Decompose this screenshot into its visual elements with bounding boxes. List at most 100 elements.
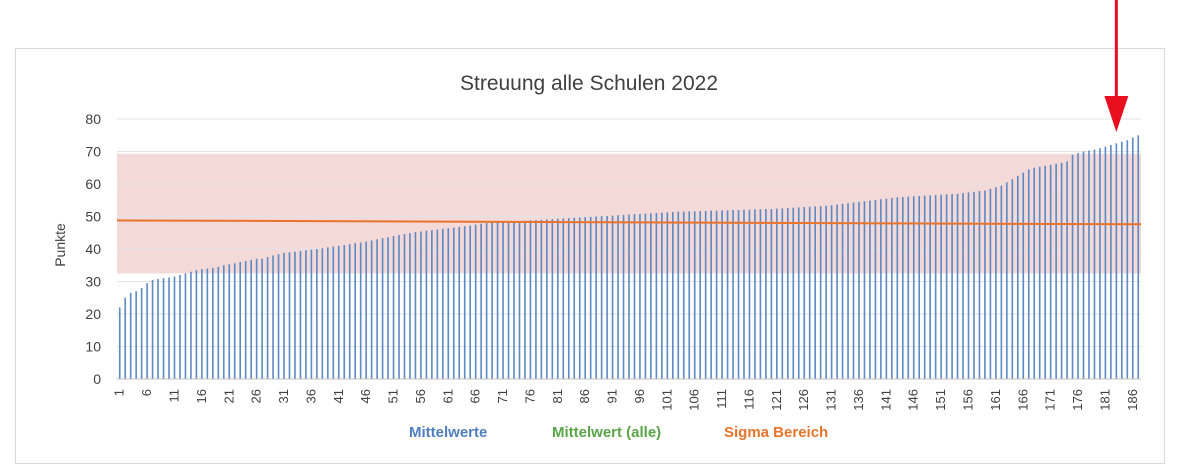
- bar: [776, 208, 778, 379]
- annotation-arrow-head: [1104, 96, 1129, 132]
- bar: [918, 196, 921, 379]
- x-tick-label: 46: [358, 389, 373, 403]
- bar: [359, 242, 362, 379]
- bar: [1088, 150, 1090, 379]
- x-tick-label: 91: [605, 389, 620, 403]
- bar: [1115, 143, 1118, 380]
- bar: [491, 222, 493, 379]
- bar: [1066, 161, 1068, 379]
- bar: [907, 196, 910, 379]
- legend-entry-mittelwerte: Mittelwerte: [409, 424, 488, 441]
- bar: [792, 207, 795, 379]
- bar: [387, 237, 389, 379]
- bar: [923, 195, 926, 379]
- x-tick-label: 146: [906, 389, 921, 411]
- x-tick-label: 51: [386, 389, 401, 403]
- bar: [628, 214, 630, 379]
- x-tick-label: 66: [468, 389, 483, 403]
- bar: [578, 217, 581, 379]
- y-tick-label: 0: [93, 371, 101, 387]
- y-tick-label: 20: [85, 306, 101, 322]
- bar: [786, 208, 789, 379]
- bar: [507, 221, 510, 379]
- bar: [502, 222, 504, 379]
- bar: [129, 292, 132, 380]
- bar: [546, 219, 548, 379]
- bar: [1126, 140, 1129, 380]
- bar: [962, 193, 964, 379]
- chart-title: Streuung alle Schulen 2022: [460, 72, 718, 95]
- bar: [595, 216, 597, 379]
- x-tick-label: 1: [112, 389, 127, 396]
- x-tick-label: 21: [221, 389, 236, 403]
- x-tick-label: 61: [440, 389, 455, 403]
- bar: [989, 188, 992, 380]
- bar: [452, 227, 455, 379]
- bar: [1082, 151, 1085, 379]
- bar: [431, 230, 433, 379]
- x-tick-label: 176: [1070, 389, 1085, 411]
- bar: [1027, 169, 1030, 380]
- bar: [814, 206, 816, 379]
- y-tick-label: 40: [85, 241, 101, 257]
- bar: [151, 279, 154, 380]
- bar: [518, 221, 521, 379]
- x-tick-label: 101: [659, 389, 674, 411]
- bar: [770, 209, 773, 379]
- x-tick-label: 106: [687, 389, 702, 411]
- bar: [1011, 179, 1014, 380]
- bar: [830, 205, 833, 380]
- bar: [348, 244, 351, 380]
- x-tick-label: 126: [796, 389, 811, 411]
- bar: [633, 214, 636, 379]
- bar: [442, 228, 444, 379]
- bar: [940, 194, 942, 379]
- bar: [885, 198, 888, 380]
- annotation-arrow-layer: [1104, 0, 1129, 132]
- bar: [228, 264, 231, 379]
- bar: [277, 254, 280, 379]
- bar: [551, 219, 554, 379]
- bar: [288, 252, 291, 379]
- bar: [190, 271, 192, 379]
- bar: [1055, 163, 1057, 379]
- bar: [759, 209, 762, 379]
- y-tick-label: 70: [85, 144, 101, 160]
- bar-layer: [118, 135, 1140, 380]
- mean-line: [116, 219, 1142, 226]
- bar: [699, 210, 702, 379]
- bar: [327, 247, 329, 380]
- bar: [825, 205, 827, 379]
- bar: [365, 241, 367, 379]
- bar: [255, 258, 258, 379]
- bar: [710, 210, 712, 379]
- bar: [458, 226, 461, 379]
- x-tick-label: 186: [1125, 389, 1140, 411]
- x-tick-label: 151: [933, 389, 948, 411]
- x-tick-label: 141: [878, 389, 893, 411]
- bar: [1077, 153, 1079, 380]
- x-tick-label: 56: [413, 389, 428, 403]
- bar: [332, 246, 335, 379]
- y-tick-labels: 0 10 20 30 40 50 60 70 80: [85, 111, 101, 387]
- bar: [118, 307, 121, 379]
- bar: [376, 239, 378, 379]
- bar: [222, 265, 225, 379]
- bar: [157, 278, 159, 379]
- bar: [726, 210, 729, 379]
- x-tick-labels: 1 6 11 16 21 26 31 36 41 46 51 56 61 66 71 76 81 86 91 96 10…: [112, 389, 1140, 411]
- bar: [973, 191, 975, 379]
- bar: [661, 212, 663, 379]
- bar: [863, 201, 866, 379]
- bar: [381, 238, 384, 379]
- bar: [556, 218, 559, 379]
- bar: [305, 250, 307, 379]
- bar: [934, 195, 937, 379]
- x-tick-label: 171: [1043, 389, 1058, 411]
- bar: [206, 268, 209, 379]
- bar: [622, 214, 625, 380]
- x-tick-label: 161: [988, 389, 1003, 411]
- bar: [688, 211, 691, 379]
- bar: [436, 229, 439, 379]
- bar: [677, 211, 680, 380]
